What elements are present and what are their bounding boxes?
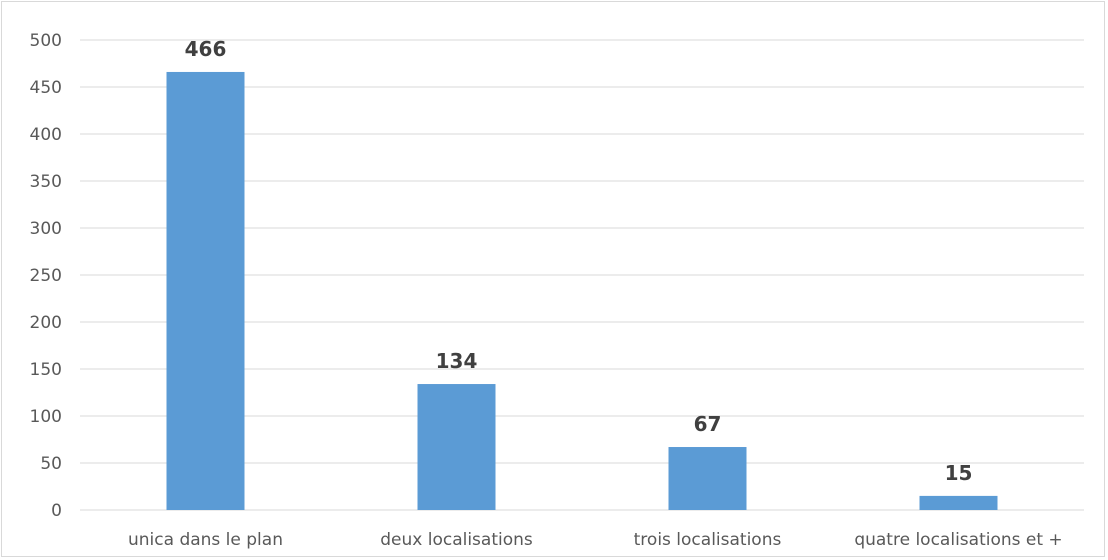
y-tick-label: 400 bbox=[30, 125, 62, 145]
y-tick-label: 450 bbox=[30, 78, 62, 98]
y-tick-label: 150 bbox=[30, 360, 62, 380]
x-axis-categories: unica dans le plan deux localisations troi… bbox=[128, 530, 1063, 550]
x-category-label: trois localisations bbox=[634, 530, 782, 550]
y-tick-label: 0 bbox=[51, 501, 62, 521]
data-labels: 466 134 67 15 bbox=[185, 37, 973, 485]
x-category-label: deux localisations bbox=[380, 530, 533, 550]
gridlines bbox=[80, 39, 1084, 511]
data-label: 134 bbox=[436, 349, 478, 373]
x-category-label: quatre localisations et + bbox=[854, 530, 1062, 550]
y-tick-label: 350 bbox=[30, 172, 62, 192]
bars bbox=[166, 71, 998, 511]
data-label: 466 bbox=[185, 37, 227, 61]
y-tick-label: 200 bbox=[30, 313, 62, 333]
y-tick-label: 50 bbox=[40, 454, 62, 474]
bar-4 bbox=[919, 495, 998, 510]
bar-3 bbox=[668, 447, 747, 510]
y-tick-label: 100 bbox=[30, 407, 62, 427]
data-label: 15 bbox=[945, 461, 973, 485]
y-tick-label: 500 bbox=[30, 31, 62, 51]
data-label: 67 bbox=[694, 412, 722, 436]
y-tick-label: 300 bbox=[30, 219, 62, 239]
bar-2 bbox=[417, 384, 496, 510]
y-axis-ticks: 0 50 100 150 200 250 300 350 400 450 500 bbox=[30, 31, 62, 521]
y-tick-label: 250 bbox=[30, 266, 62, 286]
bar-1 bbox=[166, 71, 245, 511]
x-category-label: unica dans le plan bbox=[128, 530, 283, 550]
